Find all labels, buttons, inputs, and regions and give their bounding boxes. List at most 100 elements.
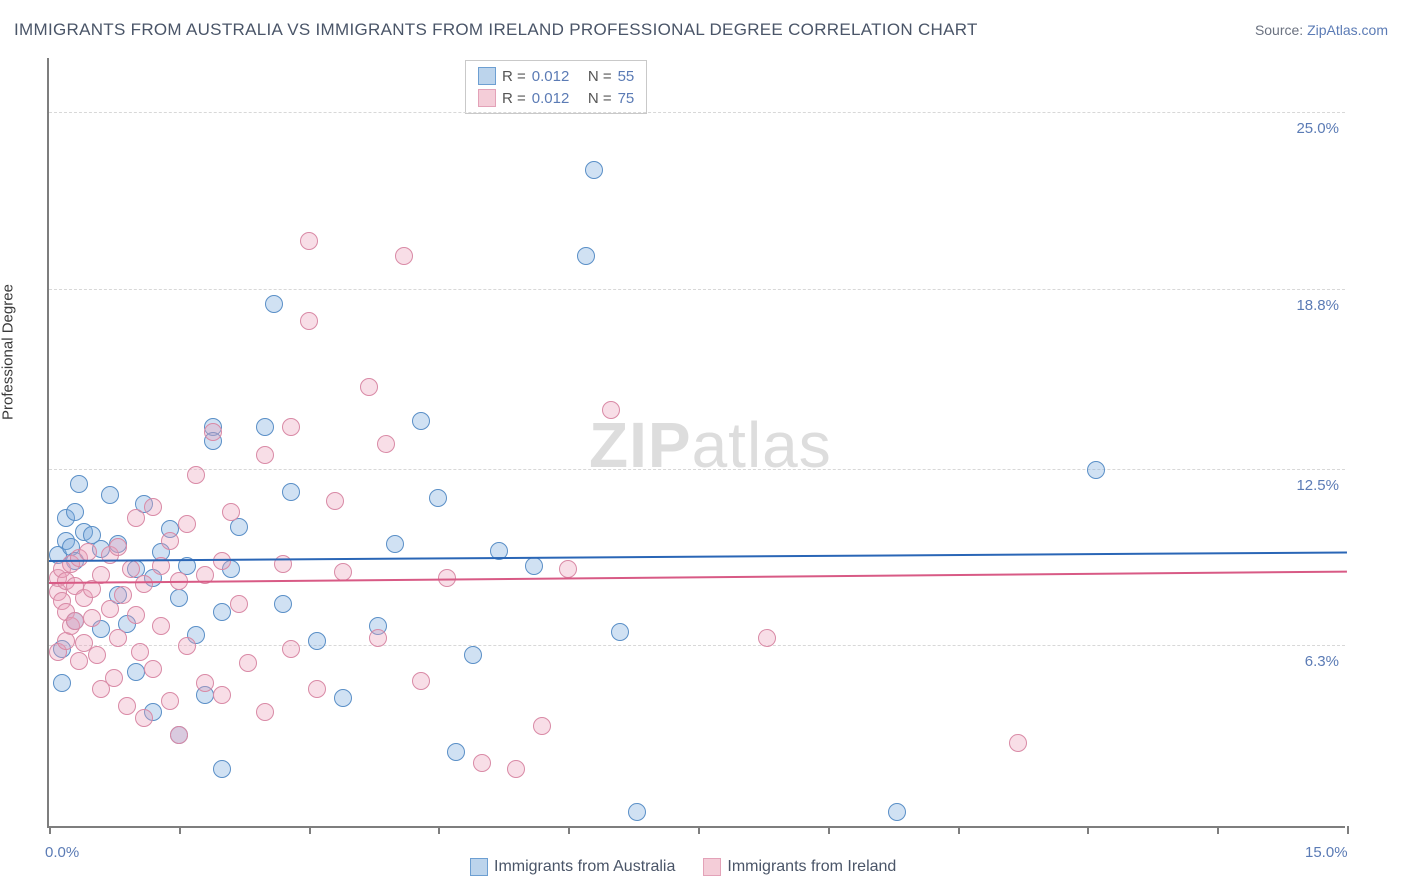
data-point — [256, 703, 274, 721]
legend-swatch — [478, 67, 496, 85]
data-point — [274, 595, 292, 613]
source-link[interactable]: ZipAtlas.com — [1307, 22, 1388, 38]
data-point — [256, 418, 274, 436]
data-point — [1087, 461, 1105, 479]
data-point — [282, 483, 300, 501]
data-point — [187, 466, 205, 484]
data-point — [144, 498, 162, 516]
x-tick — [438, 826, 440, 834]
data-point — [611, 623, 629, 641]
grid-line — [49, 469, 1345, 470]
legend-series-label: Immigrants from Ireland — [727, 858, 896, 876]
data-point — [386, 535, 404, 553]
data-point — [70, 475, 88, 493]
data-point — [135, 575, 153, 593]
data-point — [888, 803, 906, 821]
data-point — [109, 538, 127, 556]
data-point — [300, 312, 318, 330]
data-point — [135, 709, 153, 727]
legend-series: Immigrants from Australia Immigrants from… — [470, 858, 896, 876]
data-point — [131, 643, 149, 661]
source-attribution: Source: ZipAtlas.com — [1255, 22, 1388, 38]
data-point — [377, 435, 395, 453]
data-point — [412, 412, 430, 430]
x-tick-label: 15.0% — [1305, 844, 1348, 861]
data-point — [127, 509, 145, 527]
data-point — [213, 603, 231, 621]
data-point — [127, 606, 145, 624]
data-point — [1009, 734, 1027, 752]
grid-line — [49, 645, 1345, 646]
data-point — [602, 401, 620, 419]
data-point — [170, 589, 188, 607]
data-point — [577, 247, 595, 265]
plot-area: ZIPatlas R = 0.012 N = 55R = 0.012 N = 7… — [47, 58, 1345, 828]
data-point — [533, 717, 551, 735]
data-point — [334, 689, 352, 707]
data-point — [196, 674, 214, 692]
legend-swatch — [703, 858, 721, 876]
x-tick — [179, 826, 181, 834]
data-point — [429, 489, 447, 507]
data-point — [447, 743, 465, 761]
data-point — [525, 557, 543, 575]
source-label: Source: — [1255, 22, 1307, 38]
y-tick-label: 12.5% — [1296, 477, 1339, 494]
data-point — [170, 726, 188, 744]
x-tick — [828, 826, 830, 834]
data-point — [300, 232, 318, 250]
data-point — [144, 660, 162, 678]
legend-r-key: R = — [502, 90, 526, 107]
data-point — [369, 629, 387, 647]
y-tick-label: 18.8% — [1296, 297, 1339, 314]
legend-series-item: Immigrants from Australia — [470, 858, 675, 876]
x-tick — [1087, 826, 1089, 834]
data-point — [222, 503, 240, 521]
data-point — [473, 754, 491, 772]
data-point — [360, 378, 378, 396]
x-tick — [1217, 826, 1219, 834]
data-point — [101, 486, 119, 504]
y-tick-label: 6.3% — [1305, 653, 1339, 670]
legend-series-label: Immigrants from Australia — [494, 858, 675, 876]
data-point — [66, 503, 84, 521]
data-point — [282, 640, 300, 658]
legend-swatch — [478, 89, 496, 107]
data-point — [88, 646, 106, 664]
legend-stats-box: R = 0.012 N = 55R = 0.012 N = 75 — [465, 60, 647, 114]
x-tick-label: 0.0% — [45, 844, 79, 861]
data-point — [628, 803, 646, 821]
data-point — [127, 663, 145, 681]
legend-swatch — [470, 858, 488, 876]
grid-line — [49, 112, 1345, 113]
data-point — [326, 492, 344, 510]
data-point — [101, 600, 119, 618]
legend-series-item: Immigrants from Ireland — [703, 858, 896, 876]
data-point — [559, 560, 577, 578]
data-point — [83, 609, 101, 627]
data-point — [105, 669, 123, 687]
data-point — [395, 247, 413, 265]
x-tick — [309, 826, 311, 834]
x-tick — [1347, 826, 1349, 834]
legend-stats-row: R = 0.012 N = 75 — [474, 87, 638, 109]
y-axis-label: Professional Degree — [0, 284, 17, 420]
data-point — [585, 161, 603, 179]
legend-r-key: R = — [502, 68, 526, 85]
data-point — [239, 654, 257, 672]
data-point — [308, 680, 326, 698]
data-point — [118, 697, 136, 715]
data-point — [464, 646, 482, 664]
data-point — [758, 629, 776, 647]
legend-n-val: 75 — [618, 90, 635, 107]
legend-n-key: N = — [575, 90, 611, 107]
trend-line — [49, 570, 1347, 583]
chart-title: IMMIGRANTS FROM AUSTRALIA VS IMMIGRANTS … — [14, 20, 978, 40]
legend-n-key: N = — [575, 68, 611, 85]
watermark: ZIPatlas — [589, 408, 832, 482]
data-point — [114, 586, 132, 604]
trend-line — [49, 552, 1347, 563]
data-point — [109, 629, 127, 647]
data-point — [308, 632, 326, 650]
data-point — [178, 637, 196, 655]
